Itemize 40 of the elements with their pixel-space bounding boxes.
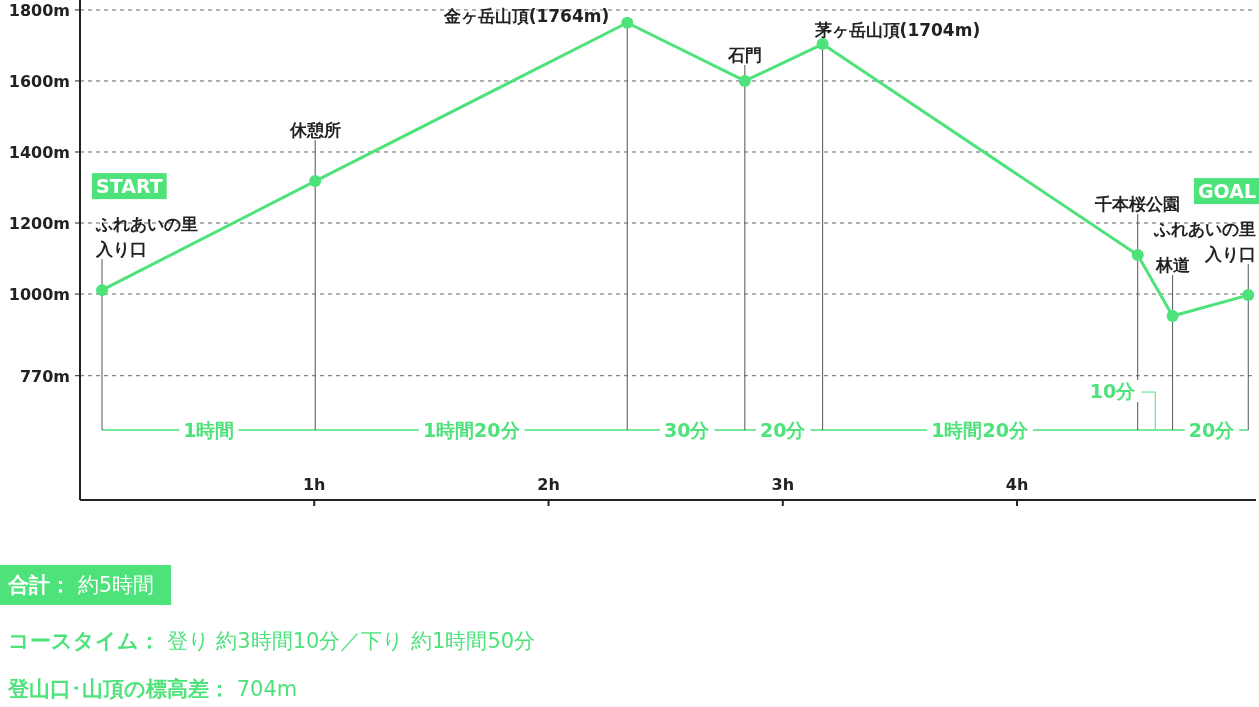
point <box>1131 248 1144 261</box>
text: 合計： 約5時間 <box>7 573 155 597</box>
annotation: GOAL <box>1197 180 1256 203</box>
y-tick-label: 1200m <box>8 214 70 234</box>
point <box>816 38 829 51</box>
y-tick-label: 1400m <box>8 142 70 162</box>
x-tick-label: 3h <box>771 475 795 494</box>
y-tick-label: 1800m <box>8 0 70 20</box>
annotation: 林道 <box>1154 255 1190 276</box>
y-tick-label: 1000m <box>8 285 70 305</box>
point <box>738 74 751 87</box>
annotation: 石門 <box>726 44 762 65</box>
point <box>309 175 322 188</box>
y-tick-label: 770m <box>19 366 70 386</box>
annotation: 1時間20分 <box>931 419 1029 442</box>
annotation: 入り口 <box>95 239 148 260</box>
annotation: START <box>96 175 163 198</box>
annotation: 1時間 <box>183 419 235 442</box>
point <box>1242 289 1255 302</box>
annotation: 千本桜公園 <box>1094 193 1181 214</box>
annotation: 1時間20分 <box>422 419 521 442</box>
y-tick-label: 1600m <box>8 71 70 91</box>
annotation: 20分 <box>1188 419 1236 442</box>
x-tick-label: 2h <box>537 475 560 494</box>
annotation: 茅ヶ岳山頂(1704m) <box>813 20 981 41</box>
x-tick-label: 1h <box>303 475 326 494</box>
point <box>96 284 109 297</box>
x-tick-label: 4h <box>1005 475 1029 494</box>
annotation: ふれあいの里 <box>95 214 199 235</box>
annotation: 20分 <box>760 419 807 442</box>
annotation: 10分 <box>1089 380 1137 403</box>
text: コースタイム： 登り 約3時間10分／下り 約1時間50分 <box>8 629 536 653</box>
point <box>1166 310 1179 323</box>
annotation: 30分 <box>664 419 711 442</box>
point <box>621 16 634 29</box>
annotation: 金ヶ岳山頂(1764m) <box>442 6 610 26</box>
annotation: ふれあいの里 <box>1153 219 1256 240</box>
text: 登山口･山頂の標高差： 704m <box>7 677 298 701</box>
annotation: 休憩所 <box>288 120 341 141</box>
annotation: 入り口 <box>1204 244 1256 265</box>
